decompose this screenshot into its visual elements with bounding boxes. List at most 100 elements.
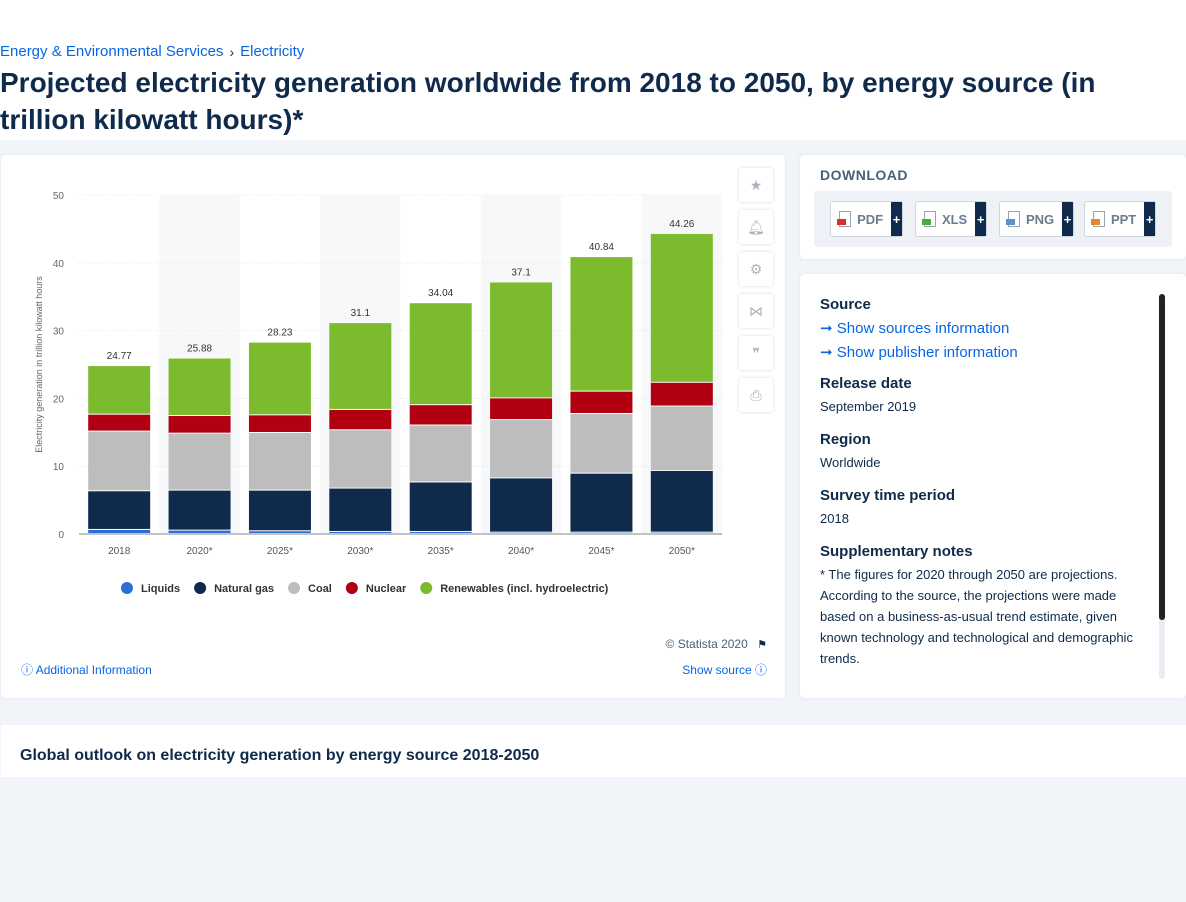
plus-icon: + [975,202,986,236]
legend-swatch [420,582,433,594]
download-card: DOWNLOAD PDF + XLS + PNG + PPT + [800,155,1186,259]
x-tick-label: 2045* [588,546,614,557]
bar-total-label: 31.1 [351,308,371,319]
flag-icon[interactable]: ⚑ [757,639,767,651]
x-tick-label: 2020* [186,546,212,557]
download-pdf-button[interactable]: PDF + [830,201,903,237]
bar-segment [409,531,472,533]
breadcrumb-link-electricity[interactable]: Electricity [240,43,305,60]
scrollbar[interactable] [1159,294,1165,679]
show-source-label: Show source [682,663,752,677]
bar-total-label: 40.84 [589,242,614,253]
info-icon: ⓘ [21,663,34,677]
bar-segment [409,405,472,425]
bar-total-label: 28.23 [267,328,292,339]
bar-segment [88,366,151,414]
star-icon[interactable]: ★ [739,168,773,202]
additional-information-link[interactable]: ⓘ Additional Information [21,661,152,678]
page-title: Projected electricity generation worldwi… [0,67,1096,135]
bar-segment [88,431,151,491]
bar-total-label: 34.04 [428,288,453,299]
legend-label: Nuclear [366,583,407,595]
source-heading: Source [820,296,871,313]
legend-label: Renewables (incl. hydroelectric) [440,583,608,595]
bar-segment [329,323,392,409]
breadcrumb-separator: › [229,43,235,60]
breadcrumb: Energy & Environmental Services › Electr… [0,43,304,60]
download-xls-button[interactable]: XLS + [915,201,987,237]
bar-segment [168,530,231,533]
bell-icon[interactable]: 🔔︎ [739,210,773,244]
show-source-link[interactable]: Show source ⓘ [682,661,767,678]
bar-total-label: 25.88 [187,344,212,355]
bar-segment [409,482,472,531]
bar-segment [650,470,713,532]
bar-segment [490,398,553,420]
bar-segment [329,430,392,488]
legend-label: Coal [308,583,332,595]
print-icon[interactable]: ⎙ [739,378,773,412]
survey-period-value: 2018 [820,511,849,526]
bar-segment [409,425,472,482]
pdf-file-icon [837,211,852,227]
x-tick-label: 2050* [669,546,695,557]
y-tick-label: 0 [58,530,64,541]
region-value: Worldwide [820,455,881,470]
gear-icon[interactable]: ⚙ [739,252,773,286]
bar-segment [650,382,713,406]
supplementary-notes-value: * The figures for 2020 through 2050 are … [820,567,1133,666]
bar-segment [168,433,231,490]
png-file-icon [1006,211,1020,227]
legend-swatch [345,582,358,594]
release-date-heading: Release date [820,375,912,392]
stacked-bar-chart: 0 10 20 30 40 50 Electricity generation in tri… [34,191,722,595]
legend-swatch [194,582,207,594]
show-publisher-label: Show publisher information [836,344,1018,361]
bar-segment [329,531,392,533]
show-publisher-link[interactable]: ➞ Show publisher information [820,341,1150,365]
bar-segment [168,416,231,433]
arrow-right-icon: ➞ [820,344,837,361]
quote-icon[interactable]: ❞ [739,336,773,370]
download-buttons: PDF + XLS + PNG + PPT + [814,191,1172,247]
download-title: DOWNLOAD [820,167,908,183]
share-icon[interactable]: ⋈ [739,294,773,328]
download-ppt-button[interactable]: PPT + [1084,201,1156,237]
bar-segment [490,282,553,398]
bar-segment [329,488,392,531]
bar-segment [248,531,311,533]
bar-segment [168,490,231,530]
legend-swatch [121,582,133,594]
ppt-file-icon [1091,211,1105,227]
legend-label: Liquids [141,583,180,595]
legend-swatch [288,582,301,594]
download-pdf-label: PDF [857,211,884,227]
outlook-title: Global outlook on electricity generation… [20,747,540,764]
xls-file-icon [922,211,936,227]
info-scroll-area[interactable]: Source ➞ Show sources information ➞ Show… [820,296,1150,683]
y-tick-label: 40 [53,259,65,270]
bar-segment [570,473,633,532]
bar-segment [409,303,472,405]
chart-toolbar: ★ 🔔︎ ⚙ ⋈ ❞ ⎙ [739,168,773,420]
bar-segment [248,490,311,531]
bar-segment [248,415,311,432]
y-tick-label: 20 [53,394,65,405]
bar-segment [650,406,713,470]
bar-segment [650,233,713,382]
arrow-right-icon: ➞ [820,320,837,337]
x-tick-label: 2030* [347,546,373,557]
bar-segment [88,491,151,529]
scrollbar-thumb[interactable] [1159,294,1165,620]
bar-segment [570,413,633,473]
download-png-button[interactable]: PNG + [999,201,1074,237]
show-sources-link[interactable]: ➞ Show sources information [820,317,1150,341]
bar-segment [88,529,151,533]
bar-segment [168,358,231,416]
bar-segment [490,478,553,532]
breadcrumb-link-energy[interactable]: Energy & Environmental Services [0,43,224,60]
x-tick-label: 2035* [428,546,454,557]
legend-label: Natural gas [214,583,274,595]
additional-information-label: Additional Information [35,663,152,677]
y-axis-label: Electricity generation in trillion kilow… [34,276,44,453]
